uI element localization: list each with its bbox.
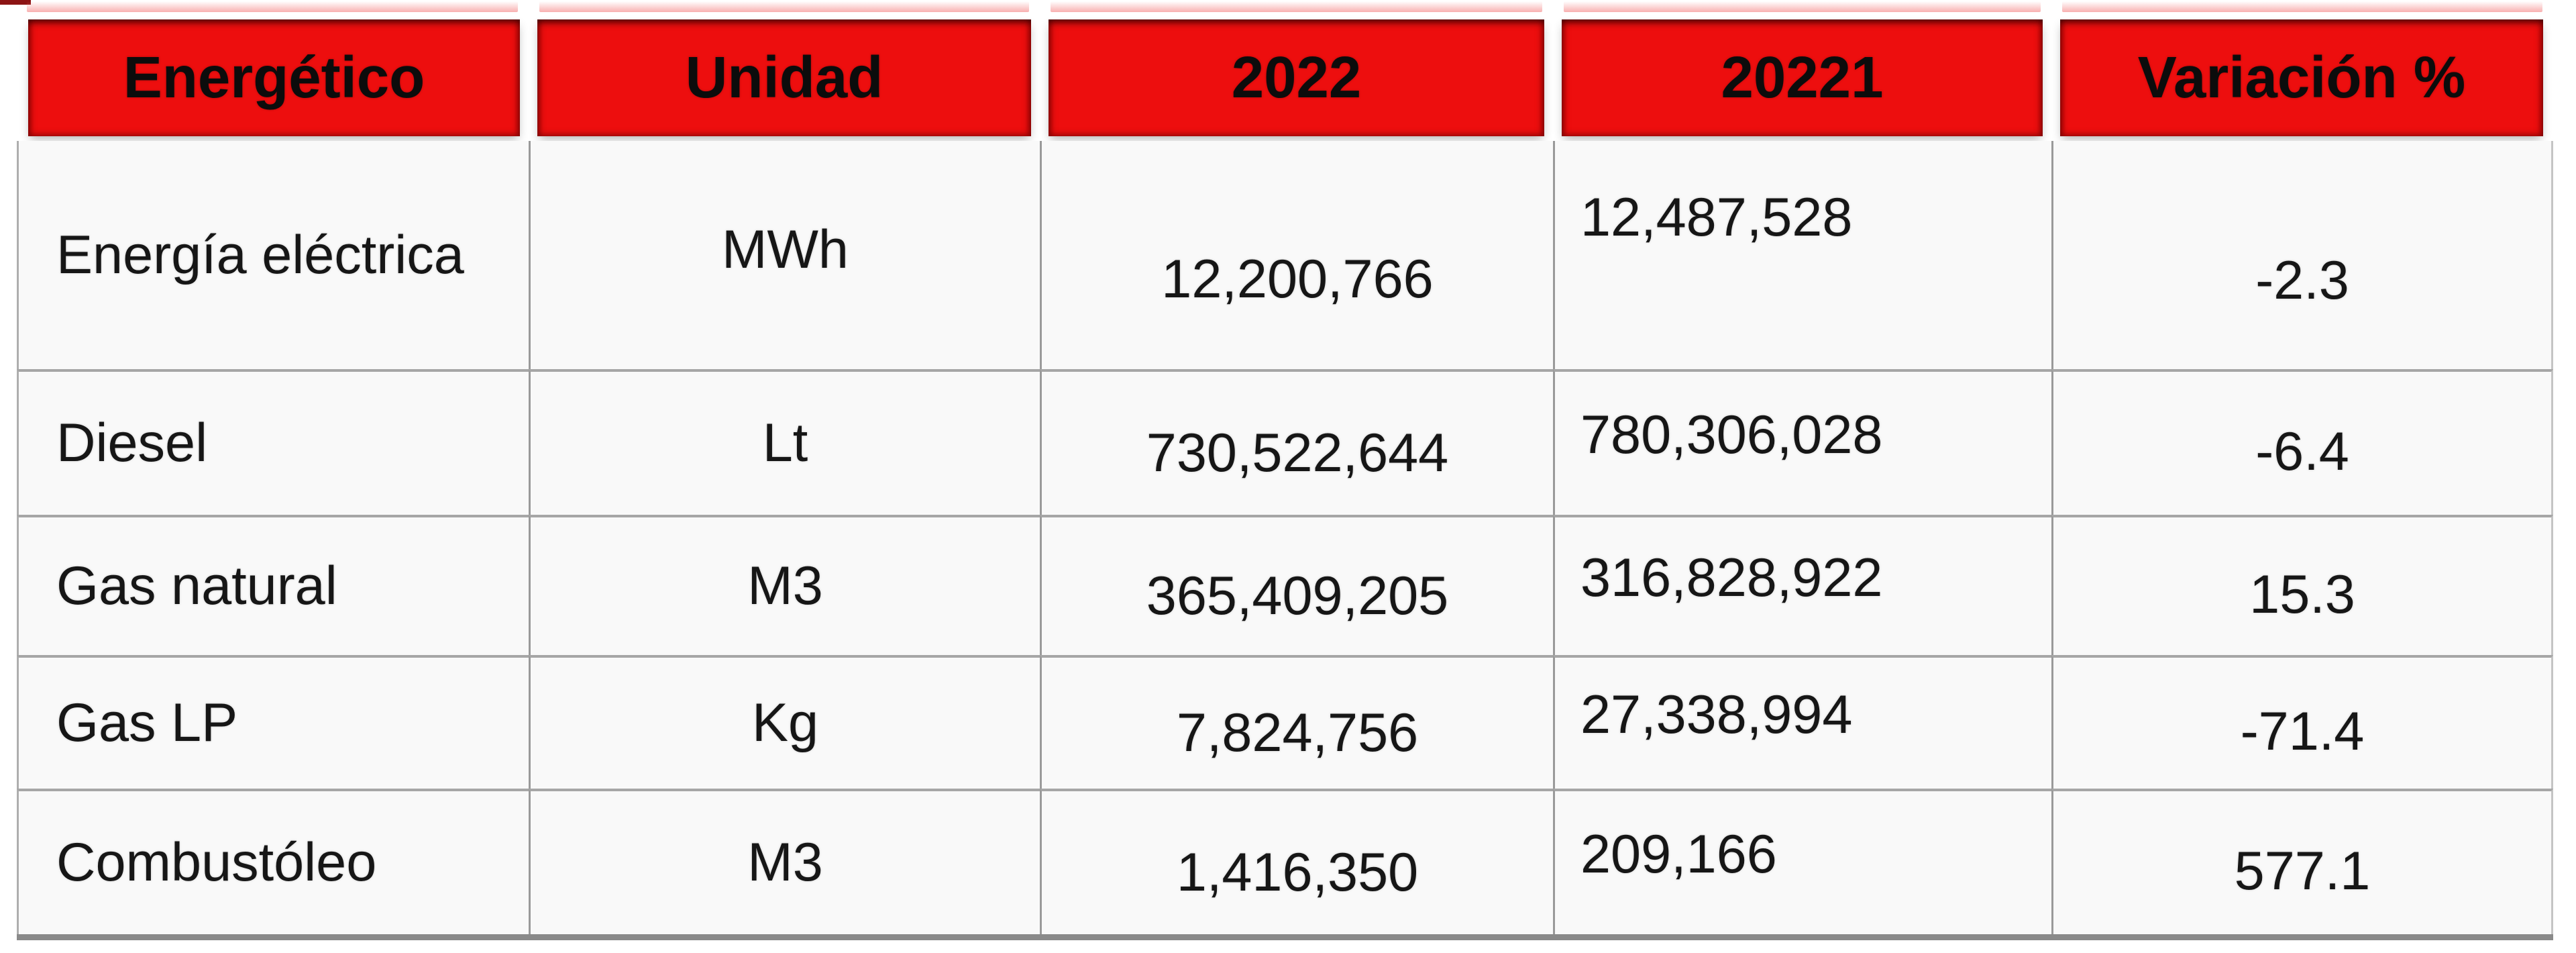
cell-unidad: MWh: [529, 141, 1040, 369]
cell-unidad: Lt: [529, 369, 1040, 515]
column-header-unidad: Unidad: [537, 19, 1031, 136]
header-cell-wrap: 2022: [1040, 13, 1553, 141]
cell-2021: 316,828,922: [1553, 515, 2051, 655]
cell-text: M3: [747, 556, 823, 616]
cell-unidad: Kg: [529, 655, 1040, 789]
cell-unidad: M3: [529, 789, 1040, 934]
cell-text: Kg: [751, 693, 819, 753]
cell-text: -2.3: [2255, 250, 2349, 311]
header-cell-wrap: 20221: [1553, 13, 2051, 141]
column-header-2021: 20221: [1562, 19, 2043, 136]
cell-energetico: Combustóleo: [17, 789, 529, 934]
cell-2022: 12,200,766: [1040, 141, 1553, 369]
header-cell-wrap: Energético: [17, 13, 529, 141]
header-reflection-artifact: [539, 1, 1029, 12]
cell-energetico: Diesel: [17, 369, 529, 515]
cell-2021: 209,166: [1553, 789, 2051, 934]
cell-energetico: Gas LP: [17, 655, 529, 789]
cell-text: 577.1: [2234, 841, 2371, 901]
cell-2021: 12,487,528: [1553, 141, 2051, 369]
cell-text: 730,522,644: [1146, 423, 1449, 483]
cell-text: 12,200,766: [1161, 248, 1434, 309]
cell-energetico: Energía eléctrica: [17, 141, 529, 369]
column-header-variacion: Variación %: [2060, 19, 2543, 136]
cell-variacion: 15.3: [2051, 515, 2553, 655]
cell-text: MWh: [722, 219, 849, 280]
cell-variacion: -71.4: [2051, 655, 2553, 789]
column-header-energetico: Energético: [28, 19, 520, 136]
energy-consumption-table: Energético Unidad 2022 20221 Variación %…: [17, 13, 2553, 940]
cell-text: 209,166: [1580, 824, 1777, 885]
cell-text: Energía eléctrica: [56, 224, 464, 285]
cell-2022: 7,824,756: [1040, 655, 1553, 789]
cell-2021: 27,338,994: [1553, 655, 2051, 789]
cell-variacion: -2.3: [2051, 141, 2553, 369]
cell-text: Gas LP: [56, 693, 238, 753]
header-cell-wrap: Variación %: [2051, 13, 2553, 141]
header-reflection-artifact: [2062, 1, 2542, 12]
cell-text: Combustóleo: [56, 832, 377, 893]
column-header-2022: 2022: [1049, 19, 1544, 136]
cell-2022: 1,416,350: [1040, 789, 1553, 934]
cell-text: M3: [747, 832, 823, 893]
cell-text: 7,824,756: [1176, 703, 1419, 763]
cell-unidad: M3: [529, 515, 1040, 655]
cell-energetico: Gas natural: [17, 515, 529, 655]
cell-text: 15.3: [2249, 564, 2355, 625]
cell-text: 12,487,528: [1580, 187, 1853, 248]
header-reflection-artifact: [1051, 1, 1542, 12]
header-reflection-artifact: [27, 1, 518, 12]
cell-text: 365,409,205: [1146, 566, 1449, 626]
cell-variacion: -6.4: [2051, 369, 2553, 515]
cell-text: Diesel: [56, 413, 208, 473]
cell-2022: 365,409,205: [1040, 515, 1553, 655]
cell-2022: 730,522,644: [1040, 369, 1553, 515]
top-edge-artifact: [0, 0, 31, 5]
cell-text: 780,306,028: [1580, 405, 1883, 465]
cell-2021: 780,306,028: [1553, 369, 2051, 515]
cell-text: 316,828,922: [1580, 548, 1883, 608]
cell-text: -6.4: [2255, 421, 2349, 482]
header-cell-wrap: Unidad: [529, 13, 1040, 141]
cell-text: 1,416,350: [1176, 842, 1419, 903]
cell-text: Gas natural: [56, 556, 337, 616]
cell-text: -71.4: [2240, 701, 2365, 762]
header-reflection-artifact: [1564, 1, 2041, 12]
cell-text: Lt: [762, 413, 808, 473]
cell-text: 27,338,994: [1580, 685, 1853, 745]
cell-variacion: 577.1: [2051, 789, 2553, 934]
